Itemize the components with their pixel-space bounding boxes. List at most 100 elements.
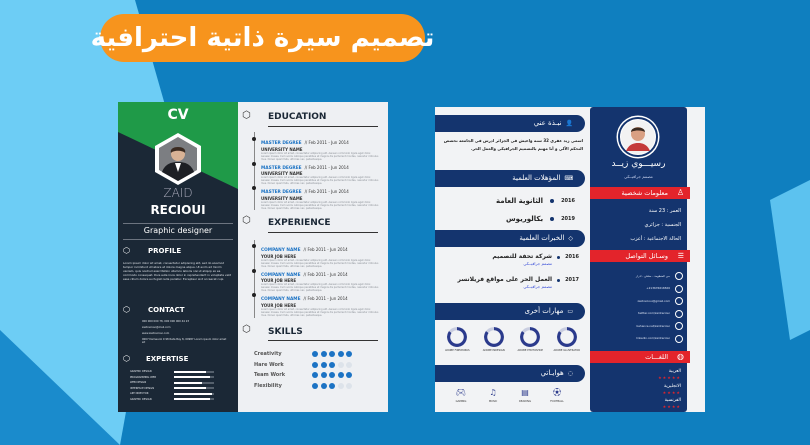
entry-subtitle: YOUR JOB HERE	[261, 278, 297, 283]
entry-subtitle: UNIVERSITY NAME	[261, 146, 303, 152]
contact-item[interactable]: zaidrecioui@gmail.com	[593, 295, 683, 308]
timeline-dot	[557, 279, 561, 282]
skill-rating-dot	[329, 351, 335, 358]
skill-row: Flexibility	[254, 381, 384, 392]
puzzle-icon: ◌	[567, 370, 573, 377]
twitter-icon	[675, 309, 683, 318]
experience-label: الخبرات العلمية	[519, 234, 565, 242]
skill-row: Hare Work	[254, 360, 384, 371]
skill-rating-dot	[337, 351, 344, 358]
education-heading: EDUCATION	[268, 112, 327, 122]
experience-list: 2016 شركة تحفة للتصميم مصمم جرافيــكي 2017 ا…	[435, 253, 587, 299]
briefcase-icon: ⬡	[242, 215, 251, 226]
timeline-dot	[252, 137, 256, 141]
profile-photo	[618, 117, 658, 157]
timeline-dot	[252, 186, 256, 190]
cv-template-english[interactable]: CV ZAID RECIOUI Graphic designer ⬡ PROFI…	[118, 102, 388, 412]
skills-label: مهارات أخرى	[524, 307, 564, 315]
expertise-bar-fill	[174, 387, 206, 390]
experience-item: 2016 شركة تحفة للتصميم مصمم جرافيــكي	[435, 253, 587, 276]
divider	[268, 232, 378, 233]
skill-label: ADOBE PHOTOSHOP	[517, 349, 544, 352]
about-label: نبـذة عني	[533, 119, 562, 127]
qualifications-heading: ⌨ المؤهلات العلمية	[435, 170, 585, 187]
skill-rating-dot	[320, 361, 327, 368]
hobby-label: MUSIC	[488, 400, 498, 403]
timeline-line	[254, 132, 255, 210]
globe-icon: ◍	[677, 352, 684, 361]
hobby-item: ⚽︎ FOOTBALL	[545, 388, 569, 403]
entry-date: // Feb 2011 - Jun 2014	[304, 140, 349, 145]
entry-subtitle: YOUR JOB HERE	[261, 253, 297, 259]
expertise-bar-fill	[174, 398, 210, 401]
personal-info-heading: معلومات شخصية ♙	[590, 187, 690, 199]
card-icon: ⬡	[123, 305, 130, 314]
entry-description: Lorem ipsum dolor sit amet, consectetur …	[261, 200, 379, 210]
qualification-label: بكالوريوس	[506, 214, 544, 223]
timeline-dot	[252, 293, 256, 297]
experience-role: مصمم جرافيــكي	[523, 261, 553, 266]
contact-item[interactable]: linkedin.com/zaidrecioui	[593, 333, 683, 346]
user-icon: ♙	[676, 188, 684, 197]
qualification-item: 2019 بكالوريوس	[435, 210, 585, 228]
user-icon: 👤	[565, 120, 573, 127]
hobbies-heading: ◌ هوايـاتي	[435, 365, 585, 382]
cv-template-arabic[interactable]: رسيـــوي زيــد مصمم جرافيــكي معلومات شخ…	[435, 107, 705, 412]
book-icon: ▤	[521, 388, 529, 397]
experience-label: شركة تحفة للتصميم	[492, 253, 553, 260]
skill-rating-dot	[312, 382, 318, 389]
expertise-bar	[174, 387, 214, 390]
skills-list: Creativity Hare Work Team Work Flexibility	[254, 349, 384, 391]
location-icon	[675, 272, 683, 281]
entry-description: Lorem ipsum dolor sit amet, consectetur …	[261, 176, 379, 185]
entry-subtitle: UNIVERSITY NAME	[261, 195, 303, 201]
contact-website: www.zaidrecioui.com	[142, 332, 170, 335]
timeline-dot	[557, 256, 561, 259]
experience-year: 2017	[565, 277, 579, 283]
contact-item[interactable]: حي المنظومة - مشلي - ادرار	[593, 270, 683, 283]
education-entry: MASTER DEGREE// Feb 2011 - Jun 2014 UNIVE…	[252, 161, 382, 185]
profile-text: Lorem ipsum dolor sit amet, consectetur …	[123, 261, 231, 281]
qualification-year: 2016	[561, 197, 575, 204]
contact-item[interactable]: twitter.com/zaidrecioui	[593, 308, 683, 321]
timeline-dot	[550, 199, 555, 203]
skill-label: ADOBE INDESIGN	[482, 349, 505, 352]
contact-phone: 000 000 000 78, 000 000 000 44 23	[142, 320, 190, 323]
profile-heading: PROFILE	[148, 247, 182, 255]
contact-label: وسـائل التواصل	[625, 252, 668, 260]
entry-title-line: MASTER DEGREE// Feb 2011 - Jun 2014	[261, 136, 382, 147]
personal-info-label: معلومات شخصية	[621, 189, 669, 197]
contact-item[interactable]: behance.net/zaidrecioui	[593, 320, 683, 333]
skill-label: Flexibility	[254, 382, 282, 389]
experience-text: شركة تحفة للتصميم مصمم جرافيــكي	[492, 253, 552, 267]
qualification-label: الثانوية العامة	[496, 196, 544, 205]
skill-label: Creativity	[254, 351, 282, 358]
personal-info-list: العمر : 23 سنة الجنسية : جزائري الحالة ا…	[593, 204, 681, 246]
hobby-item: 🎮︎ GAMING	[449, 388, 473, 403]
divider	[268, 340, 378, 341]
hobby-label: READING	[519, 400, 531, 403]
expertise-bar	[174, 392, 214, 395]
entry-title-line: MASTER DEGREE// Feb 2011 - Jun 2014	[261, 161, 382, 172]
menu-icon: ☰	[677, 251, 684, 260]
contact-list: حي المنظومة - مشلي - ادرار +213676616566 z…	[593, 270, 683, 345]
contact-item[interactable]: +213676616566	[593, 283, 683, 296]
user-icon: ⬡	[123, 246, 130, 255]
expertise-row: WEB DESIGN	[130, 380, 230, 386]
skills-list: ADOBE ILLUSTRATOR ADOBE PHOTOSHOP ADOBE IN…	[439, 327, 585, 352]
experience-heading: ◇ الخبرات العلمية	[435, 230, 585, 247]
education-entry: MASTER DEGREE// Feb 2011 - Jun 2014 UNIVE…	[252, 136, 382, 161]
first-name: ZAID	[163, 186, 193, 200]
entry-title: MASTER DEGREE	[261, 190, 302, 195]
expertise-label: INTERFACE DESIGN	[130, 386, 155, 390]
skill-rating-dot	[312, 372, 318, 379]
expertise-bar-fill	[174, 381, 202, 384]
education-entry: MASTER DEGREE// Feb 2011 - Jun 2014 UNIVE…	[252, 185, 382, 210]
entry-title: MASTER DEGREE	[261, 165, 302, 171]
languages-heading: اللغـــات ◍	[590, 351, 690, 363]
experience-item: 2017 العمل الحر على مواقع فريلانسر مصمم جر…	[435, 276, 587, 299]
experience-list: COMPANY NAME// Feb 2011 - Jun 2014 YOUR J…	[252, 243, 382, 317]
cv-badge: CV	[167, 107, 189, 123]
expertise-bar	[174, 376, 214, 379]
entry-date: // Feb 2011 - Jun 2014	[304, 189, 349, 194]
